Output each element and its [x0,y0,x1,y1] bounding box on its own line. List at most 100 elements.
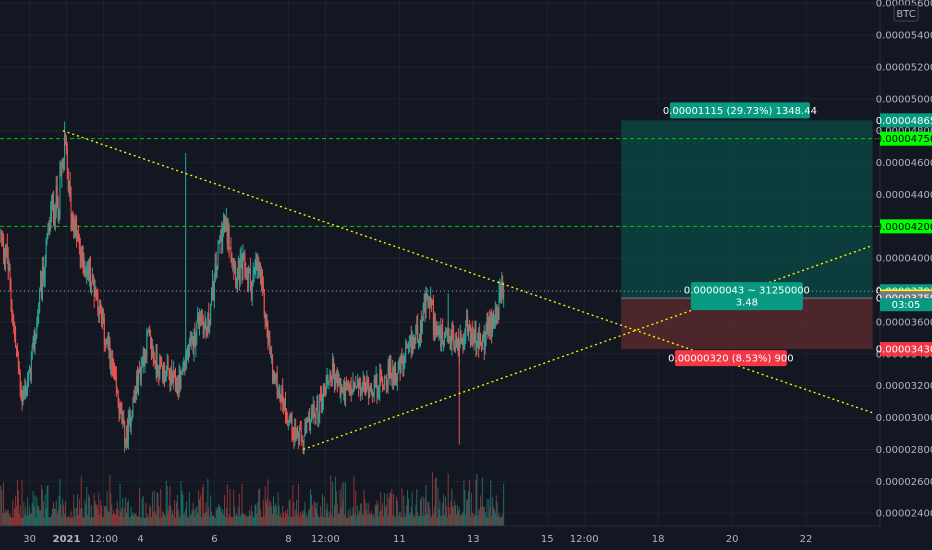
candle-body [365,389,367,391]
candle-body [362,381,364,392]
candle-body [241,256,243,272]
candle-body [180,371,182,384]
volume-bar [318,517,320,526]
candle-body [49,223,51,230]
volume-bar [463,480,465,526]
candle-body [389,362,391,378]
volume-bar [39,510,41,526]
volume-bar [203,513,205,526]
volume-bar [338,513,340,526]
candle-body [326,376,328,384]
volume-bar [109,475,111,526]
volume-bar [467,500,469,526]
volume-bar [434,478,436,526]
volume-bar [47,485,49,526]
volume-bar [375,505,377,526]
volume-bar [18,514,20,526]
price-tick-label: 0.00003600 [876,317,932,328]
candle-body [484,336,486,351]
volume-bar [36,496,38,526]
volume-bar [237,506,239,526]
candle-body [380,371,382,377]
candle-body [16,350,18,354]
volume-bar [187,517,189,526]
price-axis[interactable] [880,0,932,550]
candle-body [282,388,284,404]
candle-body [323,383,325,392]
candle-body [470,331,472,345]
candle-body [208,313,210,324]
volume-bar [94,501,96,526]
candle-body [465,326,467,338]
candle-body [162,364,164,378]
volume-bar [308,510,310,526]
candle-body [448,338,450,340]
candle-body [89,267,91,281]
candle-body [289,417,291,423]
candle-body [44,265,46,278]
volume-bar [120,511,122,526]
volume-bar [26,516,28,526]
volume-bar [105,506,107,526]
candle-body [293,434,295,440]
volume-bar [367,514,369,526]
price-tick-label: 0.00004600 [876,158,932,169]
candle-body [434,314,436,336]
volume-bar [219,505,221,526]
candle-body [412,339,414,344]
candle-body [121,410,123,424]
candle-body [294,427,296,440]
candle-body [332,359,334,379]
volume-bar [112,514,114,526]
candle-body [150,334,152,339]
candle-body [327,376,329,385]
candle-body [35,334,37,336]
volume-bar [185,509,187,526]
volume-bar [63,504,65,526]
volume-bar [260,517,262,526]
candle-body [420,321,422,333]
candle-body [457,338,459,355]
volume-bar [442,502,444,526]
candle-body [437,331,439,333]
candle-body [150,338,152,356]
candle-body [175,372,177,387]
volume-bar [334,476,336,526]
volume-bar [226,484,228,526]
volume-bar [476,473,478,526]
candle-body [407,345,409,349]
candle-body [358,377,360,388]
candle-body [435,329,437,336]
candle-body [385,376,387,385]
candle-body [280,397,282,403]
time-tick-label: 6 [211,534,217,545]
volume-bar [217,506,219,526]
volume-bar [32,490,34,526]
time-axis[interactable] [0,526,880,550]
candle-body [486,320,488,325]
currency-badge: BTC [893,4,919,22]
candle-body [201,317,203,322]
candle-body [126,427,128,445]
price-tag [880,113,932,128]
candle-body [235,263,237,283]
volume-bar [137,517,139,526]
volume-bar [153,490,155,526]
candle-body [217,242,219,267]
volume-bar [447,473,449,526]
trendlines[interactable] [62,130,873,451]
candle-body [133,396,135,398]
time-tick-label: 30 [23,534,36,545]
long-position-tool[interactable] [621,120,873,350]
candle-body [189,341,191,343]
volume-bar [148,517,150,526]
volume-bar [128,517,130,526]
candle-body [36,322,38,335]
candle-body [157,371,159,373]
candle-body [302,441,304,447]
volume-bar [309,508,311,526]
time-tick-label: 4 [137,534,143,545]
candle-body [445,332,447,334]
candle-body [384,376,386,378]
